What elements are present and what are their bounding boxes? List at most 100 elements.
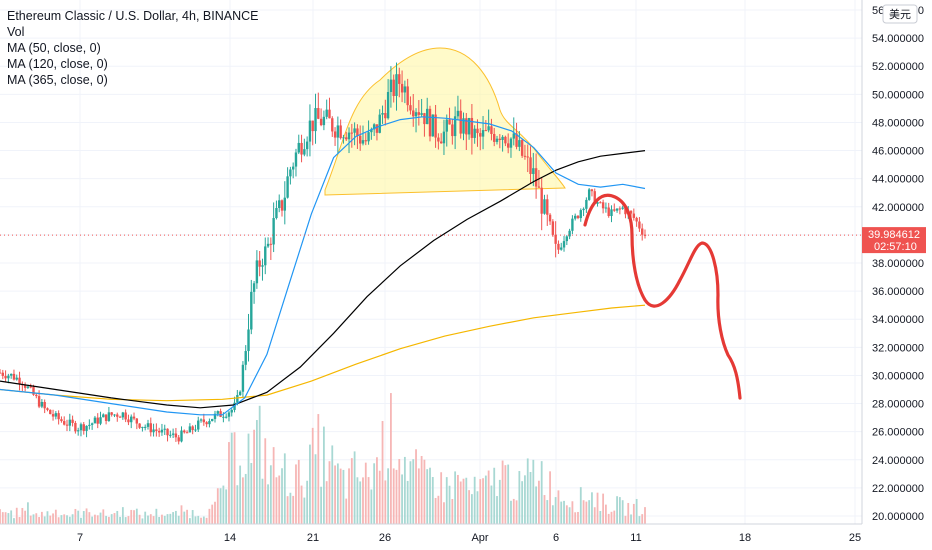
volume-bar: [334, 465, 336, 524]
volume-bar: [7, 513, 10, 524]
candle-body: [15, 377, 18, 380]
candle-body: [88, 424, 91, 426]
candle-body: [333, 131, 337, 138]
y-tick-label: 34.000000: [872, 314, 924, 326]
candle-body: [347, 132, 351, 140]
candle-body: [498, 138, 502, 141]
candle-body: [1, 372, 4, 376]
candle-body: [384, 113, 387, 119]
volume-bar: [540, 461, 543, 524]
volume-bar: [85, 508, 88, 524]
volume-bar: [320, 486, 323, 524]
y-tick-label: 54.000000: [872, 33, 924, 45]
candle-body: [291, 166, 295, 170]
volume-bar: [0, 509, 1, 524]
volume-bar: [537, 480, 540, 524]
volume-bar: [543, 495, 546, 524]
volume-bar: [46, 511, 49, 524]
volume-bar: [233, 432, 236, 524]
y-tick-label: 42.000000: [872, 202, 924, 214]
volume-bar: [300, 485, 303, 524]
y-tick-label: 48.000000: [872, 117, 924, 129]
candle-body: [470, 117, 474, 138]
volume-bar: [82, 511, 85, 524]
y-tick-label: 24.000000: [872, 455, 924, 467]
volume-bar: [18, 517, 21, 524]
volume-bar: [253, 429, 255, 524]
volume-bar: [384, 480, 387, 524]
currency-badge[interactable]: 美元: [882, 4, 918, 24]
volume-bar: [431, 477, 434, 524]
y-tick-label: 22.000000: [872, 483, 924, 495]
volume-bar: [434, 497, 437, 524]
candle-body: [252, 283, 256, 292]
volume-bar: [105, 515, 108, 524]
candle-body: [484, 130, 488, 132]
volume-bar: [74, 508, 77, 524]
candle-body: [392, 79, 395, 96]
legend-vol: Vol: [7, 25, 24, 39]
volume-bar: [68, 516, 71, 524]
candle-body: [93, 417, 97, 424]
x-tick-label: 21: [307, 532, 319, 544]
chart-legend[interactable]: Ethereum Classic / U.S. Dollar, 4h, BINA…: [7, 9, 258, 87]
volume-bar: [94, 514, 96, 524]
volume-bar: [610, 511, 613, 524]
volume-bar: [459, 481, 462, 524]
candle-body: [353, 128, 356, 133]
volume-bar: [616, 496, 618, 524]
projection-drawing[interactable]: [583, 193, 742, 400]
volume-bar: [71, 514, 74, 524]
volume-bar: [272, 447, 275, 524]
volume-bar: [269, 465, 272, 524]
volume-bar: [130, 509, 133, 524]
candle-body: [381, 113, 384, 115]
x-tick-label: 7: [77, 532, 83, 544]
candle-body: [247, 329, 250, 352]
candle-body: [375, 124, 379, 133]
candle-body: [169, 434, 172, 436]
candle-body: [275, 208, 278, 219]
candle-body: [641, 228, 644, 235]
volume-bar: [244, 473, 247, 524]
volume-bar: [498, 479, 501, 524]
volume-bar: [367, 477, 370, 524]
last-price-tag: 39.984612 02:57:10: [862, 227, 926, 254]
volume-bar: [370, 489, 373, 524]
candle-body: [568, 230, 571, 237]
volume-bar: [119, 516, 121, 524]
y-tick-label: 28.000000: [872, 399, 924, 411]
candle-body: [546, 199, 549, 215]
candle-body: [96, 417, 99, 424]
volume-bar: [395, 469, 398, 524]
candle-body: [4, 375, 7, 379]
volume-bar: [107, 516, 110, 524]
y-tick-label: 32.000000: [872, 342, 924, 354]
y-tick-label: 46.000000: [872, 146, 924, 158]
volume-bar: [482, 478, 484, 524]
volume-bar: [158, 516, 161, 524]
volume-bar: [591, 492, 593, 524]
y-axis-ticks[interactable]: 56.00000054.00000052.00000050.00000048.0…: [872, 5, 924, 523]
volume-bar: [80, 517, 82, 524]
x-tick-label: 11: [630, 532, 641, 544]
candle-body: [445, 119, 448, 132]
volume-bar: [144, 511, 147, 524]
volume-bar: [373, 463, 376, 524]
candle-body: [629, 210, 633, 214]
volume-bar: [250, 462, 253, 524]
pattern-shape[interactable]: [324, 47, 566, 196]
volume-bar: [202, 516, 205, 524]
candle-body: [476, 128, 479, 134]
x-tick-label: 6: [553, 532, 559, 544]
candle-body: [509, 138, 513, 148]
x-axis-ticks[interactable]: 7 14 21 26 Apr 6 11 18 25: [77, 532, 861, 544]
candle-body: [127, 419, 130, 423]
volume-bar: [200, 517, 202, 524]
candle-body: [481, 130, 485, 137]
volume-bar: [239, 465, 242, 524]
volume-bar: [113, 513, 116, 524]
candle-body: [208, 421, 211, 425]
